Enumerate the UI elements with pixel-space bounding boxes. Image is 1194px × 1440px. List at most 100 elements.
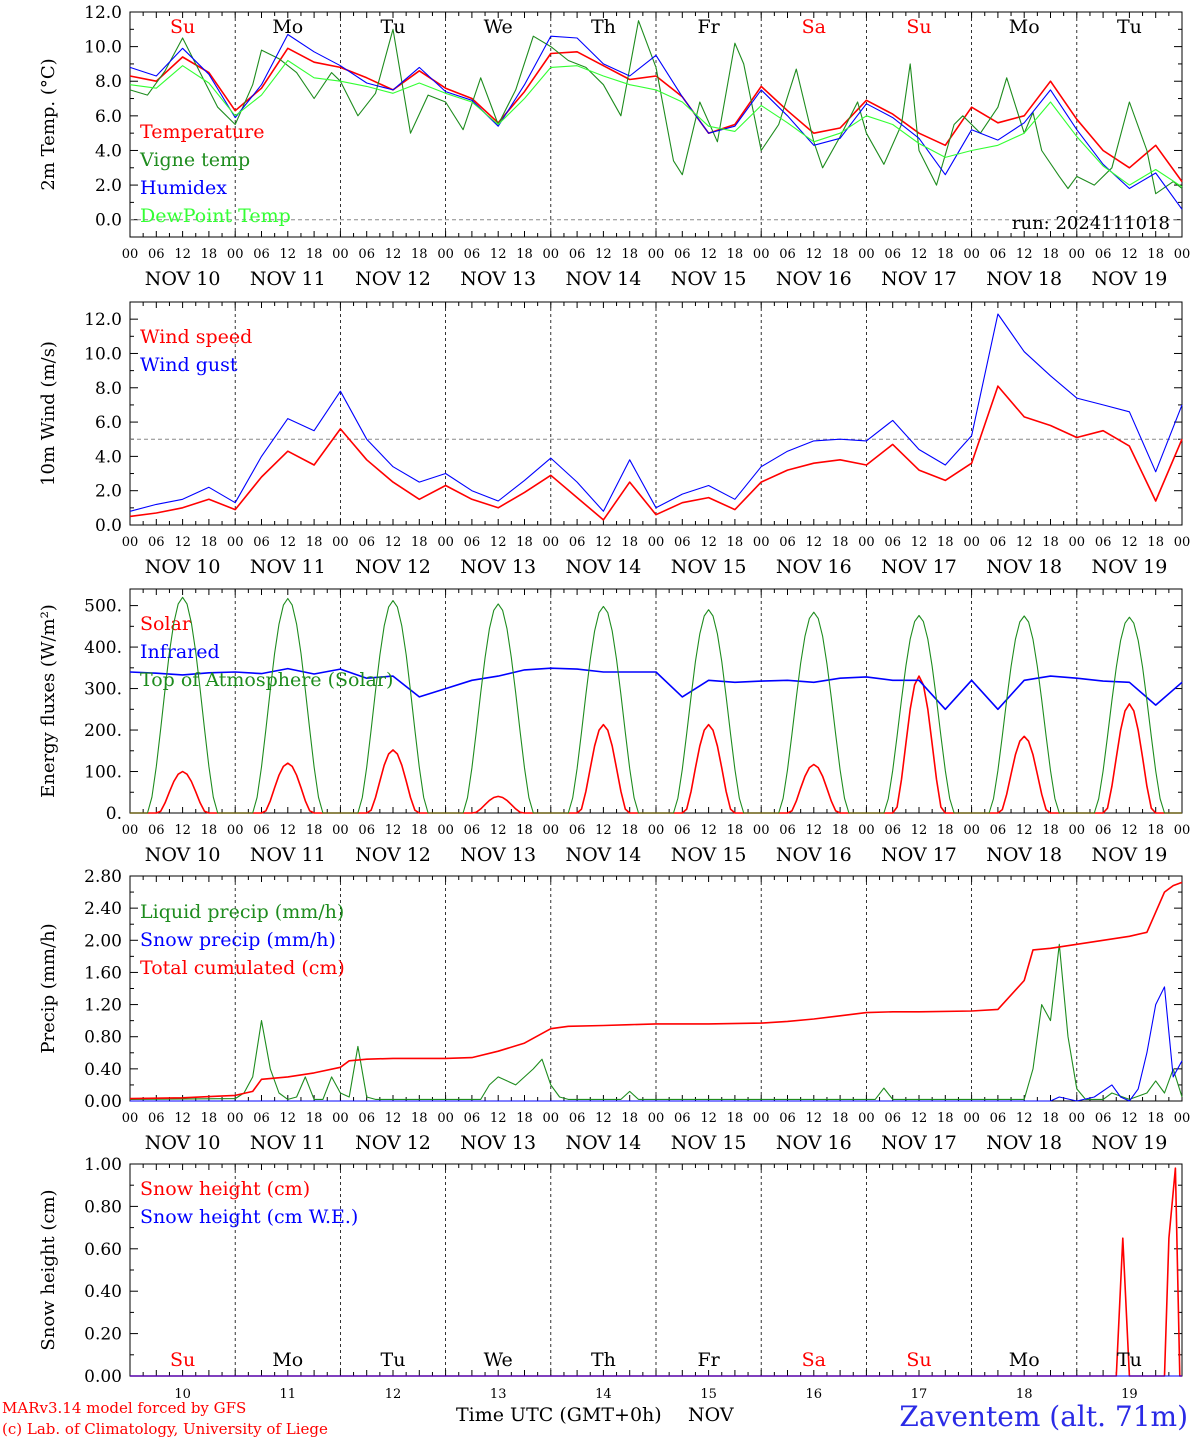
x-hour-label: 18 xyxy=(411,1111,428,1126)
chart-panel-2: 0.0 2.0 4.0 6.0 8.0 10.0 12.0 10m Wind (m/s) Win… xyxy=(38,301,1190,578)
x-hour-label: 12 xyxy=(700,247,717,262)
x-hour-label: 06 xyxy=(148,823,165,838)
x-hour-label: 12 xyxy=(1121,247,1138,262)
x-hour-label: 12 xyxy=(700,823,717,838)
series-line-total-cumulated-cm xyxy=(129,881,1183,1100)
x-hour-label: 00 xyxy=(227,247,244,262)
x-hour-label: 06 xyxy=(148,1111,165,1126)
x-day-label: NOV 19 xyxy=(1091,1132,1167,1154)
y-tick-label: 300. xyxy=(84,680,122,700)
x-hour-label: 06 xyxy=(253,823,270,838)
x-hour-label: 12 xyxy=(595,1111,612,1126)
x-hour-label: 18 xyxy=(937,247,954,262)
x-day-label: NOV 11 xyxy=(250,268,326,290)
plot-frame xyxy=(129,301,1183,526)
x-hour-label: 12 xyxy=(1016,1111,1033,1126)
y-tick-label: 0. xyxy=(106,804,122,824)
x-hour-label: 00 xyxy=(227,1111,244,1126)
x-day-label: NOV 17 xyxy=(881,844,957,866)
x-hour-label: 18 xyxy=(411,823,428,838)
x-hour-label: 18 xyxy=(832,247,849,262)
x-hour-label: 18 xyxy=(832,535,849,550)
x-hour-label: 06 xyxy=(253,247,270,262)
x-hour-label: 18 xyxy=(1147,535,1164,550)
x-day-label: NOV 13 xyxy=(460,844,536,866)
x-hour-label: 12 xyxy=(174,247,191,262)
x-hour-label: 06 xyxy=(464,535,481,550)
weekday-label: Tu xyxy=(381,1349,406,1371)
weekday-label: Th xyxy=(591,1349,616,1371)
y-tick-label: 500. xyxy=(84,597,122,617)
x-hour-label: 12 xyxy=(490,1111,507,1126)
x-day-label: NOV 15 xyxy=(671,556,747,578)
y-tick-label: 0.80 xyxy=(84,1197,122,1217)
x-day-label: NOV 17 xyxy=(881,268,957,290)
legend-entry: Total cumulated (cm) xyxy=(140,957,345,979)
x-hour-label: 00 xyxy=(1069,247,1086,262)
x-hour-label: 12 xyxy=(1016,247,1033,262)
run-annotation: run: 2024111018 xyxy=(1012,213,1170,234)
x-hour-label: 06 xyxy=(569,1111,586,1126)
x-hour-label: 12 xyxy=(595,823,612,838)
x-hour-label: 00 xyxy=(543,247,560,262)
x-day-label: NOV 13 xyxy=(460,556,536,578)
x-hour-label: 06 xyxy=(990,247,1007,262)
x-hour-label: 12 xyxy=(385,247,402,262)
x-hour-label: 06 xyxy=(464,823,481,838)
y-tick-label: 10.0 xyxy=(84,38,122,58)
x-hour-label: 18 xyxy=(201,823,218,838)
y-tick-label: 8.0 xyxy=(95,72,122,92)
x-hour-label: 00 xyxy=(1174,247,1191,262)
x-hour-label: 12 xyxy=(280,823,297,838)
y-tick-label: 200. xyxy=(84,721,122,741)
y-axis-label: Snow height (cm) xyxy=(38,1189,59,1350)
x-day-label: NOV 14 xyxy=(565,268,641,290)
x-hour-label: 18 xyxy=(727,535,744,550)
x-hour-label: 06 xyxy=(358,247,375,262)
y-tick-label: 8.0 xyxy=(95,379,122,399)
y-tick-label: 0.20 xyxy=(84,1325,122,1345)
x-hour-label: 00 xyxy=(122,823,139,838)
x-day-label: NOV 10 xyxy=(145,1132,221,1154)
x-hour-label: 00 xyxy=(332,1111,349,1126)
series-line-solar xyxy=(130,675,1182,814)
x-hour-label: 00 xyxy=(332,535,349,550)
x-hour-label: 06 xyxy=(464,1111,481,1126)
x-day-number: 11 xyxy=(280,1387,297,1402)
x-hour-label: 00 xyxy=(963,1111,980,1126)
series-line-top-of-atmosphere-solar xyxy=(130,596,1182,814)
plot-frame xyxy=(129,588,1183,814)
x-hour-label: 12 xyxy=(490,823,507,838)
chart-panel-1: 0.0 2.0 4.0 6.0 8.0 10.0 12.0 2m Temp. (°C) Temp… xyxy=(38,3,1190,290)
y-tick-label: 1.60 xyxy=(84,963,122,983)
x-hour-label: 12 xyxy=(174,823,191,838)
x-hour-label: 06 xyxy=(674,1111,691,1126)
x-hour-label: 12 xyxy=(700,535,717,550)
x-hour-label: 12 xyxy=(595,535,612,550)
y-tick-label: 2.0 xyxy=(95,176,122,196)
x-hour-label: 06 xyxy=(148,535,165,550)
model-credit-line2: (c) Lab. of Climatology, University of L… xyxy=(2,1420,328,1438)
x-hour-label: 00 xyxy=(122,1111,139,1126)
x-hour-label: 06 xyxy=(674,535,691,550)
x-day-number: 16 xyxy=(806,1387,823,1402)
x-day-label: NOV 12 xyxy=(355,844,431,866)
weekday-label: Su xyxy=(906,1349,931,1371)
x-hour-label: 18 xyxy=(306,1111,323,1126)
x-hour-label: 12 xyxy=(1016,535,1033,550)
x-hour-label: 12 xyxy=(595,247,612,262)
y-tick-label: 1.20 xyxy=(84,996,122,1016)
x-hour-label: 06 xyxy=(884,535,901,550)
legend-entry: Temperature xyxy=(140,121,264,143)
legend-entry: Infrared xyxy=(140,641,220,663)
x-hour-label: 18 xyxy=(1147,247,1164,262)
x-hour-label: 00 xyxy=(648,1111,665,1126)
x-day-label: NOV 15 xyxy=(671,844,747,866)
x-day-label: NOV 17 xyxy=(881,1132,957,1154)
x-hour-label: 18 xyxy=(727,247,744,262)
y-tick-label: 10.0 xyxy=(84,344,122,364)
x-hour-label: 12 xyxy=(911,823,928,838)
x-hour-label: 12 xyxy=(174,1111,191,1126)
x-hour-label: 12 xyxy=(280,247,297,262)
x-hour-label: 18 xyxy=(516,1111,533,1126)
